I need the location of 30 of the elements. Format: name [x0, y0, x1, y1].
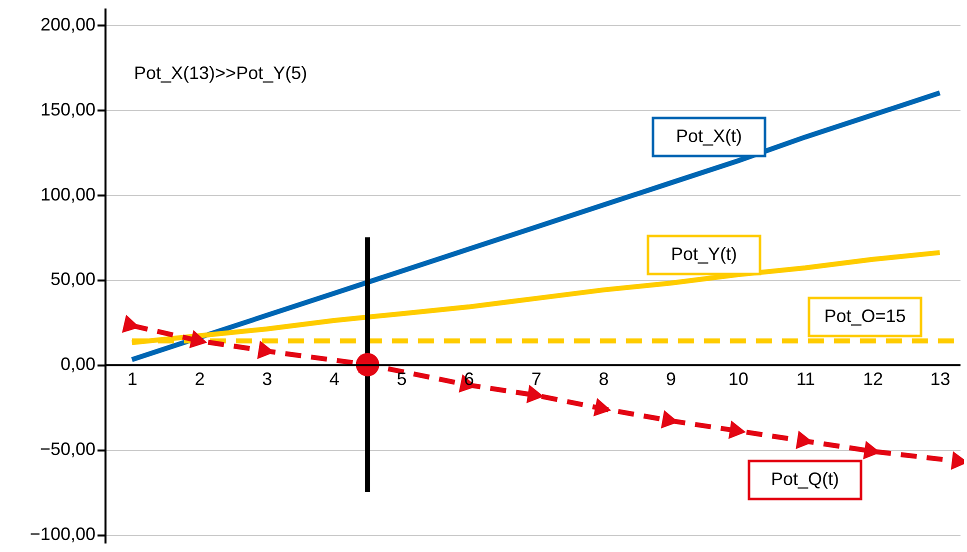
annotation: Pot_X(13)>>Pot_Y(5) — [134, 63, 308, 83]
y-tick-label: −50,00 — [40, 439, 96, 460]
x-tick-label: 12 — [862, 369, 883, 390]
x-tick-label: 1 — [127, 369, 138, 390]
series-label: Pot_Q(t) — [770, 469, 840, 489]
point — [356, 352, 380, 376]
x-tick-label: 13 — [930, 369, 950, 390]
x-tick-label: 9 — [666, 369, 676, 390]
series-label: Pot_X(t) — [676, 126, 742, 146]
y-tick-label: 0,00 — [60, 354, 96, 374]
point — [189, 330, 208, 348]
x-tick-label: 3 — [262, 369, 272, 390]
x-tick-label: 7 — [531, 369, 542, 390]
x-tick-label: 8 — [598, 369, 609, 390]
x-tick-label: 10 — [728, 369, 748, 390]
x-tick-label: 11 — [796, 369, 815, 390]
y-tick-label: 100,00 — [40, 184, 96, 204]
x-tick-label: 2 — [194, 369, 205, 390]
series-label: Pot_Y(t) — [670, 244, 738, 264]
y-tick-label: 150,00 — [40, 99, 96, 120]
x-tick-label: 4 — [329, 369, 340, 390]
y-tick-label: 50,00 — [50, 269, 96, 290]
point — [728, 420, 746, 439]
point — [526, 384, 544, 404]
x-tick-label: 5 — [396, 369, 407, 390]
y-tick-label: 200,00 — [40, 14, 96, 34]
point — [593, 398, 612, 416]
series-label: Pot_O=15 — [824, 306, 906, 326]
x-tick-label: 6 — [464, 369, 474, 390]
y-tick-label: −100,00 — [30, 524, 96, 544]
